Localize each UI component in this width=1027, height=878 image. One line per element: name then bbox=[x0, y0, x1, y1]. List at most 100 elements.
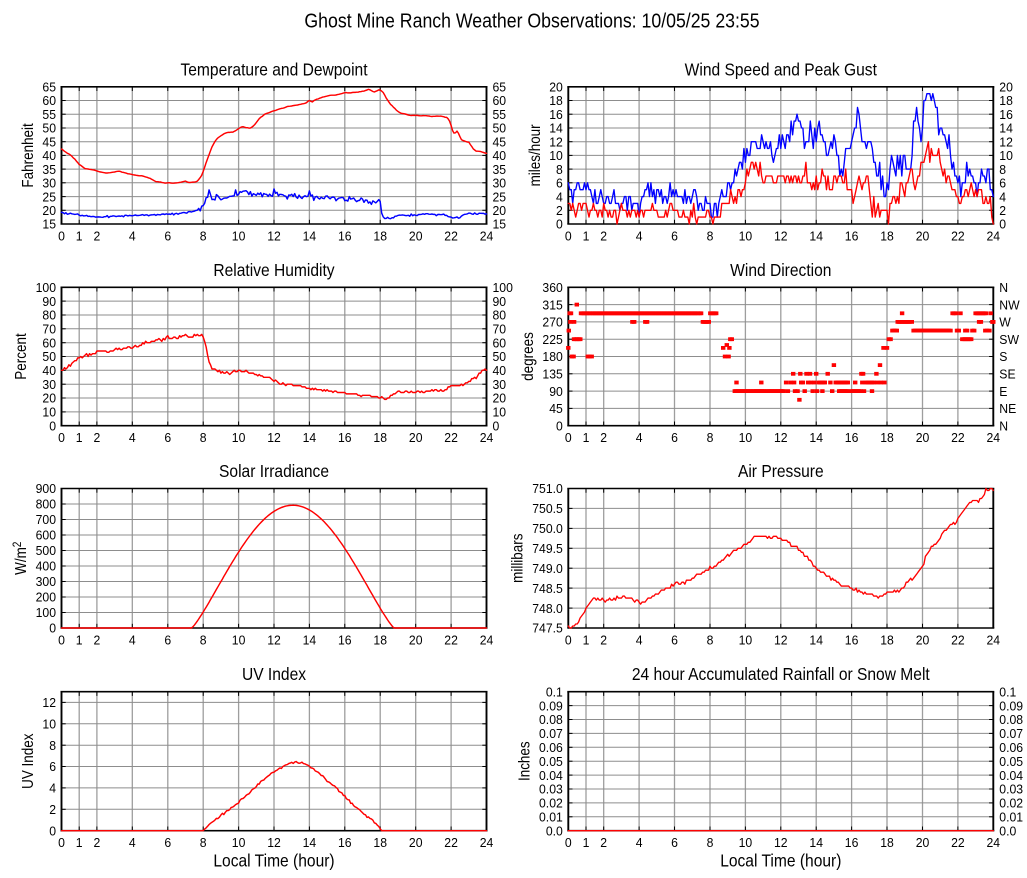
svg-text:8: 8 bbox=[200, 229, 207, 243]
svg-text:22: 22 bbox=[444, 431, 458, 445]
svg-text:E: E bbox=[999, 385, 1007, 399]
svg-text:2: 2 bbox=[600, 431, 607, 445]
svg-text:Fahrenheit: Fahrenheit bbox=[20, 123, 37, 187]
svg-text:18: 18 bbox=[880, 633, 894, 647]
svg-text:14: 14 bbox=[809, 633, 823, 647]
svg-text:0.0: 0.0 bbox=[999, 824, 1016, 838]
svg-text:60: 60 bbox=[42, 336, 56, 350]
svg-text:100: 100 bbox=[493, 281, 513, 295]
svg-text:2: 2 bbox=[600, 229, 607, 243]
svg-text:0.07: 0.07 bbox=[999, 727, 1023, 741]
svg-text:W/m2: W/m2 bbox=[11, 542, 30, 575]
svg-text:20: 20 bbox=[916, 633, 930, 647]
svg-text:60: 60 bbox=[493, 336, 507, 350]
svg-text:0.03: 0.03 bbox=[999, 783, 1023, 797]
svg-text:SE: SE bbox=[999, 367, 1015, 381]
svg-text:6: 6 bbox=[556, 176, 563, 190]
svg-text:12: 12 bbox=[267, 431, 281, 445]
svg-text:24: 24 bbox=[480, 633, 494, 647]
svg-text:315: 315 bbox=[542, 298, 562, 312]
svg-text:30: 30 bbox=[493, 378, 507, 392]
svg-text:360: 360 bbox=[542, 281, 562, 295]
svg-text:0.1: 0.1 bbox=[999, 685, 1016, 699]
svg-text:20: 20 bbox=[493, 204, 507, 218]
svg-text:0.05: 0.05 bbox=[539, 755, 563, 769]
svg-text:0: 0 bbox=[58, 836, 65, 850]
svg-text:2: 2 bbox=[600, 836, 607, 850]
svg-text:65: 65 bbox=[42, 80, 56, 94]
svg-text:12: 12 bbox=[999, 135, 1013, 149]
svg-text:10: 10 bbox=[232, 431, 246, 445]
svg-text:16: 16 bbox=[845, 229, 859, 243]
svg-text:22: 22 bbox=[444, 836, 458, 850]
svg-text:Local Time (hour): Local Time (hour) bbox=[213, 852, 334, 871]
svg-text:30: 30 bbox=[42, 378, 56, 392]
svg-text:70: 70 bbox=[42, 322, 56, 336]
svg-text:40: 40 bbox=[42, 364, 56, 378]
svg-text:10: 10 bbox=[42, 717, 56, 731]
svg-text:270: 270 bbox=[542, 315, 562, 329]
svg-text:2: 2 bbox=[93, 633, 100, 647]
svg-text:14: 14 bbox=[549, 122, 563, 136]
svg-text:16: 16 bbox=[845, 431, 859, 445]
svg-text:90: 90 bbox=[549, 385, 563, 399]
svg-text:4: 4 bbox=[129, 229, 136, 243]
svg-text:0.07: 0.07 bbox=[539, 727, 563, 741]
svg-text:200: 200 bbox=[36, 591, 56, 605]
svg-text:12: 12 bbox=[267, 229, 281, 243]
svg-text:0.04: 0.04 bbox=[539, 769, 563, 783]
svg-text:12: 12 bbox=[774, 431, 788, 445]
svg-text:4: 4 bbox=[999, 190, 1006, 204]
svg-text:Local Time (hour): Local Time (hour) bbox=[720, 852, 841, 871]
svg-text:4: 4 bbox=[636, 836, 643, 850]
svg-text:Solar Irradiance: Solar Irradiance bbox=[219, 462, 329, 481]
svg-text:100: 100 bbox=[36, 281, 56, 295]
svg-text:22: 22 bbox=[951, 836, 965, 850]
svg-text:0: 0 bbox=[49, 419, 56, 433]
svg-text:16: 16 bbox=[338, 836, 352, 850]
svg-text:6: 6 bbox=[671, 431, 678, 445]
svg-text:50: 50 bbox=[42, 350, 56, 364]
svg-text:14: 14 bbox=[809, 431, 823, 445]
svg-text:0.03: 0.03 bbox=[539, 783, 563, 797]
svg-text:20: 20 bbox=[409, 229, 423, 243]
svg-text:10: 10 bbox=[42, 405, 56, 419]
svg-text:8: 8 bbox=[707, 229, 714, 243]
svg-text:6: 6 bbox=[999, 176, 1006, 190]
svg-text:miles/hour: miles/hour bbox=[527, 124, 544, 186]
svg-text:24 hour Accumulated Rainfall o: 24 hour Accumulated Rainfall or Snow Mel… bbox=[632, 666, 930, 685]
svg-text:747.5: 747.5 bbox=[532, 622, 563, 636]
svg-text:12: 12 bbox=[267, 633, 281, 647]
svg-text:20: 20 bbox=[916, 229, 930, 243]
svg-text:45: 45 bbox=[42, 135, 56, 149]
svg-text:10: 10 bbox=[493, 405, 507, 419]
svg-text:0: 0 bbox=[556, 419, 563, 433]
svg-text:24: 24 bbox=[986, 229, 1000, 243]
svg-text:Ghost Mine Ranch Weather Obser: Ghost Mine Ranch Weather Observations: 1… bbox=[304, 10, 759, 32]
svg-text:700: 700 bbox=[36, 513, 56, 527]
svg-text:300: 300 bbox=[36, 575, 56, 589]
svg-text:1: 1 bbox=[76, 633, 83, 647]
svg-text:12: 12 bbox=[774, 229, 788, 243]
svg-text:180: 180 bbox=[542, 350, 562, 364]
svg-text:14: 14 bbox=[809, 229, 823, 243]
svg-text:2: 2 bbox=[93, 431, 100, 445]
svg-text:18: 18 bbox=[373, 633, 387, 647]
svg-text:0.02: 0.02 bbox=[539, 796, 563, 810]
svg-text:0: 0 bbox=[49, 824, 56, 838]
svg-text:40: 40 bbox=[42, 149, 56, 163]
svg-text:55: 55 bbox=[42, 108, 56, 122]
svg-text:SW: SW bbox=[999, 333, 1019, 347]
svg-text:12: 12 bbox=[774, 836, 788, 850]
svg-text:N: N bbox=[999, 419, 1008, 433]
svg-text:749.0: 749.0 bbox=[532, 562, 563, 576]
svg-text:6: 6 bbox=[49, 760, 56, 774]
svg-text:10: 10 bbox=[232, 229, 246, 243]
svg-text:4: 4 bbox=[129, 633, 136, 647]
svg-text:90: 90 bbox=[493, 295, 507, 309]
svg-text:18: 18 bbox=[999, 94, 1013, 108]
svg-text:12: 12 bbox=[774, 633, 788, 647]
svg-text:1: 1 bbox=[583, 836, 590, 850]
svg-text:45: 45 bbox=[493, 135, 507, 149]
svg-text:2: 2 bbox=[49, 803, 56, 817]
